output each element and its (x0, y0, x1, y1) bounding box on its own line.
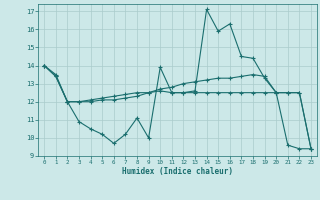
X-axis label: Humidex (Indice chaleur): Humidex (Indice chaleur) (122, 167, 233, 176)
